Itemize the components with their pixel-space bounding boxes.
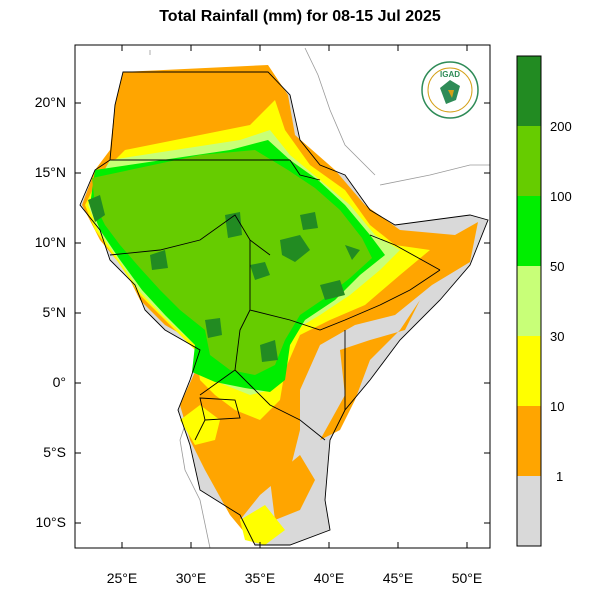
colorbar-200-plus (517, 56, 541, 126)
colorbar-30-50 (517, 266, 541, 336)
map-frame (74, 44, 491, 549)
colorbar-1-10 (517, 406, 541, 476)
colorbar-label-200: 200 (550, 119, 572, 134)
colorbar-50-100 (517, 196, 541, 266)
colorbar-0-1 (517, 476, 541, 546)
igad-logo (421, 61, 479, 119)
lon-label-40e: 40°E (313, 570, 345, 586)
colorbar-10-30 (517, 336, 541, 406)
lat-label-0: 0° (52, 374, 66, 390)
lon-label-30e: 30°E (175, 570, 207, 586)
rain-patches-200-plus (88, 195, 360, 362)
colorbar-label-1: 1 (556, 469, 564, 484)
lat-label-15n: 15°N (34, 164, 66, 180)
colorbar-label-30: 30 (550, 329, 565, 344)
axis-ticks (75, 45, 490, 548)
lon-label-25e: 25°E (106, 570, 138, 586)
map-title: Total Rainfall (mm) for 08-15 Jul 2025 (159, 8, 441, 25)
igad-logo-text: IGAD (440, 70, 460, 79)
rain-patch-yellow-south (240, 505, 285, 545)
lon-label-50e: 50°E (451, 570, 483, 586)
coastline-west (149, 50, 211, 549)
colorbar-label-10: 10 (550, 399, 565, 414)
coastline-arabia (304, 47, 490, 186)
lat-label-5s: 5°S (43, 444, 66, 460)
country-borders (79, 71, 489, 546)
rain-patch-yellow-east (180, 405, 220, 445)
lat-label-10s: 10°S (35, 514, 66, 530)
colorbar (516, 55, 542, 547)
rain-patch-orange-south (270, 455, 315, 520)
rain-band-100-200 (92, 150, 372, 375)
colorbar-label-50: 50 (550, 259, 565, 274)
lat-label-20n: 20°N (34, 94, 66, 110)
lon-label-45e: 45°E (382, 570, 414, 586)
lat-label-10n: 10°N (34, 234, 66, 250)
colorbar-100-200 (517, 126, 541, 196)
lon-label-35e: 35°E (244, 570, 276, 586)
colorbar-label-100: 100 (550, 189, 572, 204)
lat-label-5n: 5°N (42, 304, 67, 320)
